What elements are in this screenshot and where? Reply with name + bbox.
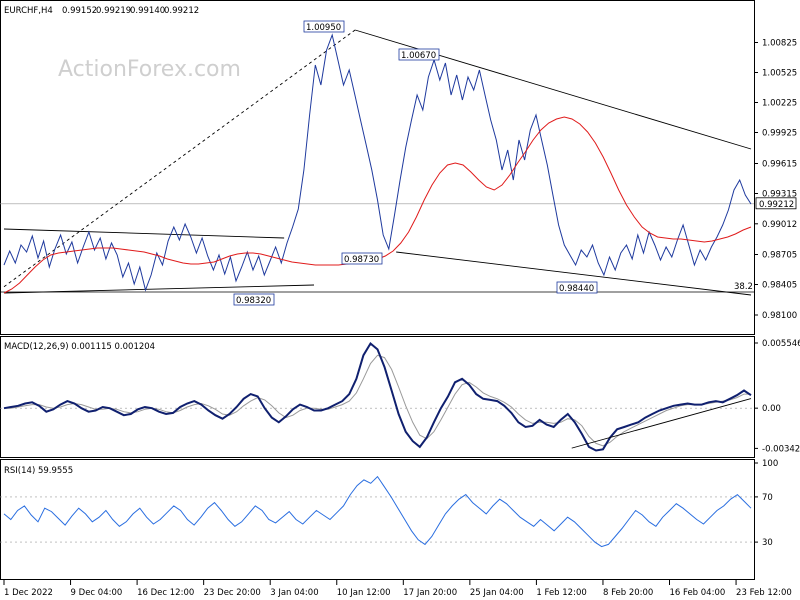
price-series-line [3, 33, 752, 292]
price-y-tick-label: 0.98100 [762, 311, 797, 321]
price-annotation-box [233, 293, 275, 306]
macd-panel: MACD(12,26,9) 0.001115 0.001204 0.005546… [0, 336, 800, 458]
x-tick-label: 8 Feb 20:00 [603, 588, 653, 598]
price-y-tick-label: 0.99615 [762, 160, 797, 170]
price-y-axis: 1.00825 1.00525 1.00225 0.99925 0.99615 0.993… [754, 39, 797, 321]
x-tick-label: 9 Dec 04:00 [71, 588, 123, 598]
price-y-tick-label: 0.98405 [762, 281, 797, 291]
price-y-tick-label: 0.99315 [762, 190, 797, 200]
price-trendline [3, 228, 285, 239]
rsi-gridlines [0, 496, 754, 543]
rsi-y-tick-label: 100 [762, 459, 778, 469]
macd-y-tick-label: -0.003423 [762, 444, 800, 454]
last-price-label: 0.99212 [759, 200, 794, 210]
last-price-box [755, 197, 797, 210]
x-tick-label: 1 Feb 12:00 [536, 588, 586, 598]
macd-y-axis: 0.005546 0.00 -0.003423 [754, 339, 800, 454]
macd-y-tick-label: 0.005546 [762, 339, 800, 349]
rsi-y-axis: 100 70 30 [754, 459, 778, 548]
price-annotations: 1.00950 1.00670 0.98730 0.98320 0.98440 [233, 20, 598, 306]
price-annotation-box [303, 20, 345, 33]
price-annotation-box [398, 48, 440, 61]
fib-level-label: 38.2 [734, 282, 753, 292]
price-y-tick-label: 1.00825 [762, 39, 797, 49]
price-annotation-box [341, 252, 383, 265]
macd-trendlines [571, 398, 752, 449]
x-tick-label: 25 Jan 04:00 [470, 588, 524, 598]
rsi-panel-title: RSI(14) 59.9555 [4, 466, 73, 476]
x-tick-label: 1 Dec 2022 [4, 588, 53, 598]
rsi-y-tick-label: 70 [762, 493, 773, 503]
x-tick-label: 3 Jan 04:00 [270, 588, 318, 598]
x-tick-label: 23 Feb 12:00 [736, 588, 792, 598]
macd-panel-title: MACD(12,26,9) 0.001115 0.001204 [4, 342, 155, 352]
macd-trendline [571, 398, 752, 449]
price-header-value: 0.99219 [96, 6, 131, 16]
price-trendline [3, 29, 356, 288]
price-gridlines [0, 203, 754, 293]
x-axis: 1 Dec 2022 9 Dec 04:00 16 Dec 12:00 23 Dec … [3, 580, 792, 598]
rsi-panel-frame [0, 459, 755, 580]
price-panel-frame [0, 0, 755, 335]
rsi-panel: RSI(14) 59.9555 100 70 30 [0, 459, 778, 580]
x-tick-label: 23 Dec 20:00 [204, 588, 261, 598]
price-annotation-label: 1.00670 [401, 51, 436, 61]
x-tick-label: 16 Dec 12:00 [137, 588, 194, 598]
price-annotation-box [556, 281, 598, 294]
macd-panel-frame [0, 336, 755, 458]
price-y-tick-label: 1.00525 [762, 69, 797, 79]
macd-main-line [3, 341, 752, 452]
price-y-tick-label: 0.99012 [762, 220, 797, 230]
price-panel: EURCHF,H4 0.99152 0.99219 0.99140 0.9921… [0, 0, 797, 335]
price-y-tick-label: 0.98705 [762, 251, 797, 261]
rsi-y-tick-label: 30 [762, 538, 773, 548]
x-tick-label: 10 Jan 12:00 [337, 588, 391, 598]
x-tick-label: 17 Jan 20:00 [403, 588, 457, 598]
x-tick-label: 16 Feb 04:00 [670, 588, 726, 598]
price-y-tick-label: 0.99925 [762, 129, 797, 139]
last-price-tag: 0.99212 [755, 197, 797, 210]
price-trendline [3, 284, 315, 294]
price-annotation-label: 0.98440 [559, 284, 594, 294]
rsi-line [3, 475, 752, 548]
price-header-value: 0.99152 [62, 6, 97, 16]
price-header-value: 0.99140 [130, 6, 165, 16]
macd-y-tick-label: 0.00 [762, 404, 781, 414]
price-panel-title: EURCHF,H4 [4, 6, 53, 16]
price-annotation-label: 0.98730 [344, 255, 379, 265]
price-trendline [396, 251, 752, 296]
price-annotation-label: 1.00950 [306, 23, 341, 33]
price-header-value: 0.99212 [164, 6, 199, 16]
price-annotation-label: 0.98320 [236, 296, 271, 306]
watermark: ActionForex.com [58, 57, 241, 82]
fib-label-group: 38.2 [734, 282, 753, 292]
price-y-tick-label: 1.00225 [762, 99, 797, 109]
price-trendline [354, 29, 752, 150]
macd-signal-line [4, 354, 751, 447]
